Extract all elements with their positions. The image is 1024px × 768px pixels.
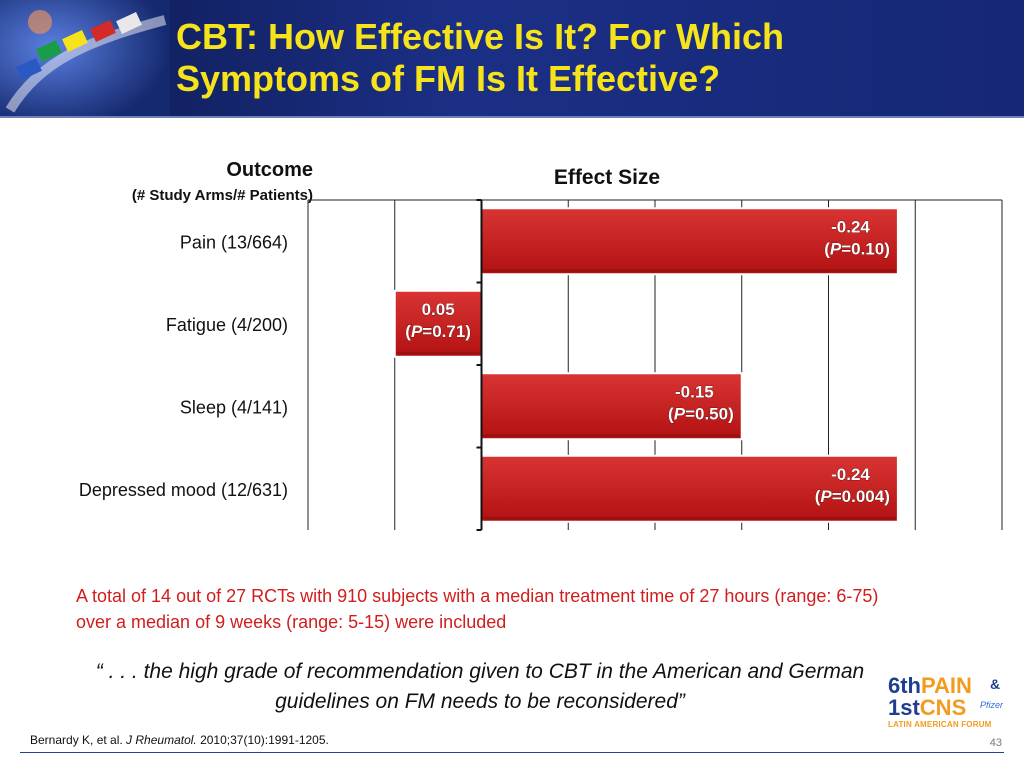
title-line-1: CBT: How Effective Is It? For Which: [176, 16, 785, 57]
outcome-header: Outcome: [226, 159, 313, 181]
p-value-label: (P=0.10): [824, 239, 890, 258]
logo-line2-highlight: CNS: [919, 695, 967, 720]
citation-journal: J Rheumatol.: [126, 733, 197, 747]
category-label: Depressed mood (12/631): [79, 480, 288, 500]
footer-divider: [20, 752, 1004, 753]
category-label: Fatigue (4/200): [166, 315, 288, 335]
outcome-subheader: (# Study Arms/# Patients): [132, 187, 313, 204]
zero-axis: [476, 199, 483, 531]
p-value-label: (P=0.50): [668, 404, 734, 423]
bar-shade: [396, 351, 480, 355]
page-number: 43: [989, 737, 1002, 749]
bar: [480, 372, 743, 441]
title-line-2: Symptoms of FM Is It Effective?: [176, 58, 721, 99]
effect-size-label: 0.05: [422, 300, 455, 319]
banner-divider: [0, 116, 1024, 118]
category-label: Pain (13/664): [180, 232, 288, 252]
citation-authors: Bernardy K, et al.: [30, 733, 127, 747]
logo-line1-highlight: PAIN: [921, 673, 972, 698]
guideline-quote: “ . . . the high grade of recommendation…: [95, 660, 865, 713]
logo-ampersand: &: [990, 676, 1001, 692]
logo-line2-prefix: 1st: [888, 695, 920, 720]
logo-line1-prefix: 6th: [888, 673, 921, 698]
bar-shade: [483, 269, 896, 273]
bars: [393, 207, 899, 523]
logo-sponsor: Pfizer: [980, 700, 1004, 710]
bar: [480, 454, 899, 523]
header-banner: CBT: How Effective Is It? For Which Symp…: [0, 0, 1024, 118]
bar-shade: [483, 434, 740, 438]
banner-artwork-icon: [0, 0, 170, 118]
category-label: Sleep (4/141): [180, 397, 288, 417]
citation-details: 2010;37(10):1991-1205.: [196, 733, 329, 747]
logo-line-3: LATIN AMERICAN FORUM: [888, 720, 992, 729]
effect-size-chart: Outcome (# Study Arms/# Patients) Effect…: [79, 159, 1003, 531]
effect-size-label: -0.24: [831, 465, 870, 484]
slide-title: CBT: How Effective Is It? For Which Symp…: [176, 16, 1016, 100]
logo-line-2: 1stCNS: [888, 696, 966, 720]
bar-shade: [483, 516, 896, 520]
p-value-label: (P=0.004): [815, 487, 890, 506]
effect-size-label: -0.24: [831, 217, 870, 236]
p-value-label: (P=0.71): [405, 322, 471, 341]
category-labels: Pain (13/664) -0.24 (P=0.10) Fatigue (4/200…: [79, 217, 890, 506]
effect-size-header: Effect Size: [554, 166, 660, 189]
citation: Bernardy K, et al. J Rheumatol. 2010;37(…: [30, 733, 329, 747]
forum-logo: 6thPAIN & 1stCNS Pfizer LATIN AMERICAN F…: [888, 674, 1018, 734]
study-summary-note: A total of 14 out of 27 RCTs with 910 su…: [76, 586, 879, 632]
logo-line-1: 6thPAIN: [888, 674, 972, 698]
effect-size-label: -0.15: [675, 382, 714, 401]
